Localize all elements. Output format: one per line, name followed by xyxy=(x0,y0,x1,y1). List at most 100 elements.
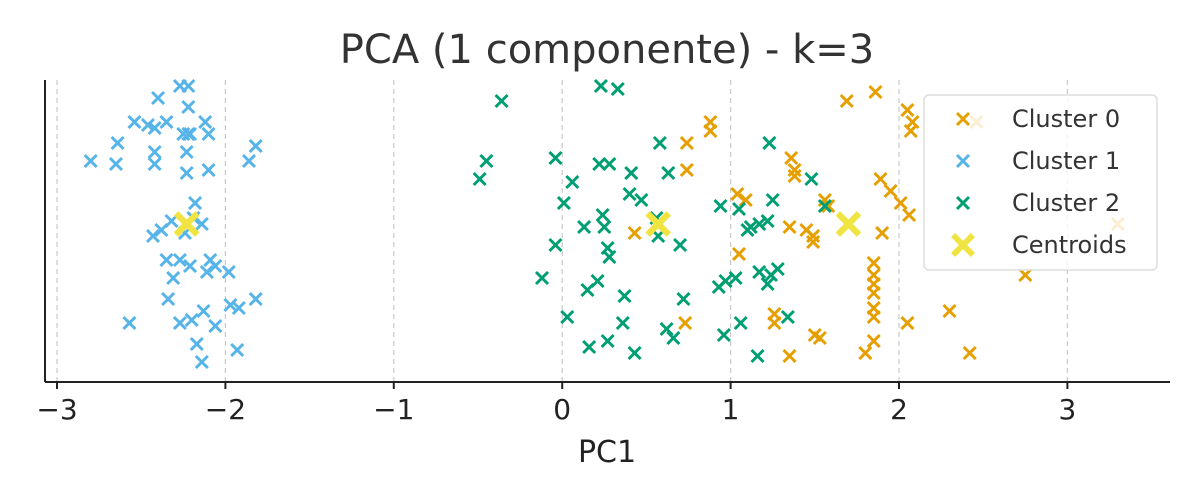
x-tick-label: −1 xyxy=(373,393,414,426)
cluster-2-point xyxy=(817,198,832,214)
x-tick-label: 1 xyxy=(722,393,740,426)
cluster-2-point xyxy=(600,333,615,349)
cluster-1-point xyxy=(248,291,263,307)
cluster-0-point xyxy=(787,168,802,184)
cluster-1-point xyxy=(208,258,223,274)
chart-title: PCA (1 componente) - k=3 xyxy=(340,27,874,73)
cluster-0-point xyxy=(866,309,881,325)
cluster-1-point xyxy=(196,303,211,319)
cluster-0-point xyxy=(839,93,854,109)
cluster-2-point xyxy=(673,237,688,253)
cluster-1-point xyxy=(179,165,194,181)
cluster-1-point xyxy=(159,114,174,130)
cluster-1-point xyxy=(184,312,199,328)
cluster-0-point xyxy=(782,219,797,235)
cluster-1-point xyxy=(181,99,196,115)
cluster-2-point xyxy=(602,156,617,172)
cluster-0-point xyxy=(821,198,836,214)
cluster-1-point xyxy=(198,114,213,130)
cluster-0-point xyxy=(678,315,693,331)
legend-box xyxy=(923,94,1158,271)
cluster-0-point xyxy=(738,192,753,208)
x-tick-label: 0 xyxy=(553,393,571,426)
cluster-1-point xyxy=(223,297,238,313)
cluster-0-point xyxy=(730,186,745,202)
cluster-1-point xyxy=(147,120,162,136)
cluster-1-point xyxy=(221,264,236,280)
cluster-0-point xyxy=(962,345,977,361)
cluster-1-point xyxy=(83,153,98,169)
cluster-2-point xyxy=(494,93,509,109)
cluster-2-point xyxy=(652,135,667,151)
cluster-2-point xyxy=(556,195,571,211)
cluster-2-point xyxy=(765,192,780,208)
legend-label-cluster-0: Cluster 0 xyxy=(1012,105,1120,133)
cluster-2-point xyxy=(577,219,592,235)
legend-label-centroids: Centroids xyxy=(1012,231,1127,259)
x-tick-label: −2 xyxy=(205,393,246,426)
cluster-1-point xyxy=(194,216,209,232)
cluster-2-point xyxy=(804,171,819,187)
cluster-0-point xyxy=(627,225,642,241)
cluster-2-point xyxy=(548,237,563,253)
cluster-1-point xyxy=(179,144,194,160)
cluster-2-point xyxy=(595,207,610,223)
cluster-2-point xyxy=(760,213,775,229)
cluster-2-point xyxy=(634,192,649,208)
cluster-2-point xyxy=(752,216,767,232)
cluster-0-point xyxy=(875,225,890,241)
x-tick-label: 2 xyxy=(890,393,908,426)
cluster-1-point xyxy=(172,252,187,268)
cluster-2-point xyxy=(590,273,605,289)
cluster-1-point xyxy=(166,270,181,286)
cluster-1-point xyxy=(248,138,263,154)
cluster-0-point xyxy=(679,135,694,151)
cluster-0-point xyxy=(893,195,908,211)
cluster-2-point xyxy=(666,330,681,346)
cluster-0-point xyxy=(866,255,881,271)
cluster-1-point xyxy=(159,252,174,268)
cluster-2-point xyxy=(733,315,748,331)
cluster-2-point xyxy=(479,153,494,169)
cluster-1-point xyxy=(201,126,216,142)
cluster-0-point xyxy=(873,171,888,187)
cluster-2-point xyxy=(760,276,775,292)
cluster-1-point xyxy=(147,156,162,172)
cluster-0-point xyxy=(782,348,797,364)
cluster-2-point xyxy=(534,270,550,286)
cluster-2-point xyxy=(770,261,785,277)
cluster-2-point xyxy=(718,273,733,289)
cluster-2-point xyxy=(560,309,575,325)
cluster-0-point xyxy=(902,207,917,223)
cluster-2-point xyxy=(713,198,728,214)
cluster-2-point xyxy=(602,249,617,265)
legend-label-cluster-1: Cluster 1 xyxy=(1012,147,1120,175)
cluster-1-point xyxy=(127,114,142,130)
cluster-1-point xyxy=(182,258,198,274)
cluster-1-point xyxy=(201,162,216,178)
cluster-2-point xyxy=(750,348,765,364)
cluster-0-point xyxy=(784,150,799,166)
cluster-2-point xyxy=(752,264,767,280)
cluster-1-point xyxy=(188,195,203,211)
legend-label-cluster-2: Cluster 2 xyxy=(1012,189,1120,217)
cluster-2-point xyxy=(548,150,563,166)
cluster-1-point xyxy=(181,126,196,142)
cluster-1-point xyxy=(150,90,166,106)
cluster-1-point xyxy=(208,318,223,334)
cluster-2-point xyxy=(740,222,755,238)
cluster-2-point xyxy=(617,288,632,304)
cluster-1-point xyxy=(231,300,246,316)
cluster-0-point xyxy=(1018,267,1033,283)
centroids-point xyxy=(835,211,862,237)
cluster-0-point xyxy=(866,333,881,349)
cluster-2-point xyxy=(472,171,487,187)
cluster-0-point xyxy=(767,315,782,331)
data-points xyxy=(83,78,1125,370)
x-axis-label: PC1 xyxy=(578,435,636,470)
legend-marker-cluster-0 xyxy=(955,111,971,127)
cluster-2-point xyxy=(582,339,597,355)
cluster-1-point xyxy=(194,354,209,370)
cluster-0-point xyxy=(858,345,873,361)
cluster-2-point xyxy=(593,78,608,94)
